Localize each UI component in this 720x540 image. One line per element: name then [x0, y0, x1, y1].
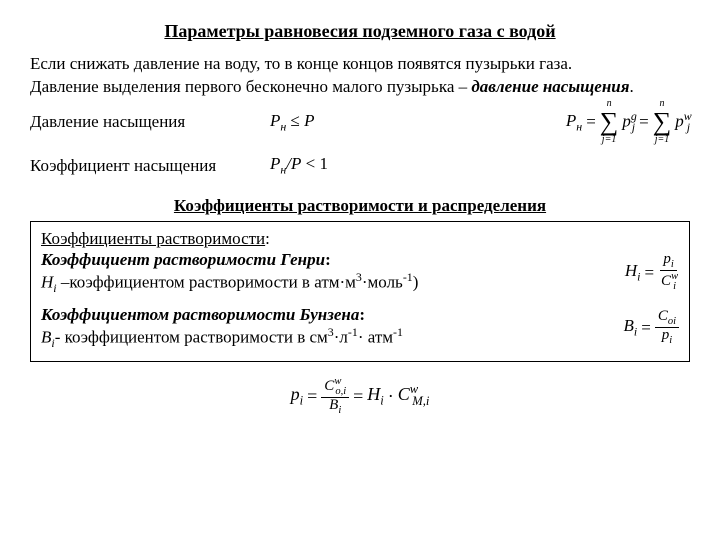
- final-equation: pi = Cwo,i Bi = Hi · CwM,i: [30, 376, 690, 416]
- paragraph-2b: давление насыщения: [471, 77, 629, 96]
- page-title: Параметры равновесия подземного газа с в…: [30, 20, 690, 43]
- solubility-box: Коэффициенты растворимости: Коэффициент …: [30, 221, 690, 363]
- paragraph-1: Если снижать давление на воду, то в конц…: [30, 53, 690, 74]
- section-2-title: Коэффициенты растворимости и распределен…: [30, 195, 690, 216]
- bunsen-text: Вi- коэффициентом растворимости в см3·л-…: [41, 325, 604, 351]
- saturation-inequality: Рн ≤ Р: [270, 110, 315, 134]
- henry-title: Коэффициент растворимости Генри:: [41, 249, 605, 270]
- coefficient-label: Коэффициент насыщения: [30, 155, 260, 176]
- henry-equation: Hi = pi Cwi: [625, 252, 679, 292]
- bunsen-equation: Bi = Coi pi: [624, 309, 679, 346]
- paragraph-2a: Давление выделения первого бесконечно ма…: [30, 77, 471, 96]
- coefficient-row: Коэффициент насыщения Рн/Р < 1: [30, 153, 690, 177]
- box-line-1: Коэффициенты растворимости:: [41, 228, 679, 249]
- bunsen-row: Коэффициентом растворимости Бунзена: Вi-…: [41, 304, 679, 351]
- henry-text: Hi –коэффициентом растворимости в атм·м3…: [41, 270, 605, 296]
- coefficient-inequality: Рн/Р < 1: [270, 153, 328, 177]
- saturation-row: Давление насыщения Рн ≤ Р Рн = n ∑ j=1 p…: [30, 99, 690, 145]
- saturation-sum-equation: Рн = n ∑ j=1 pgj = n ∑ j=1 pwj: [566, 99, 690, 145]
- bunsen-title: Коэффициентом растворимости Бунзена:: [41, 304, 604, 325]
- paragraph-2: Давление выделения первого бесконечно ма…: [30, 76, 690, 97]
- henry-row: Коэффициент растворимости Генри: Hi –коэ…: [41, 249, 679, 296]
- saturation-label: Давление насыщения: [30, 111, 260, 132]
